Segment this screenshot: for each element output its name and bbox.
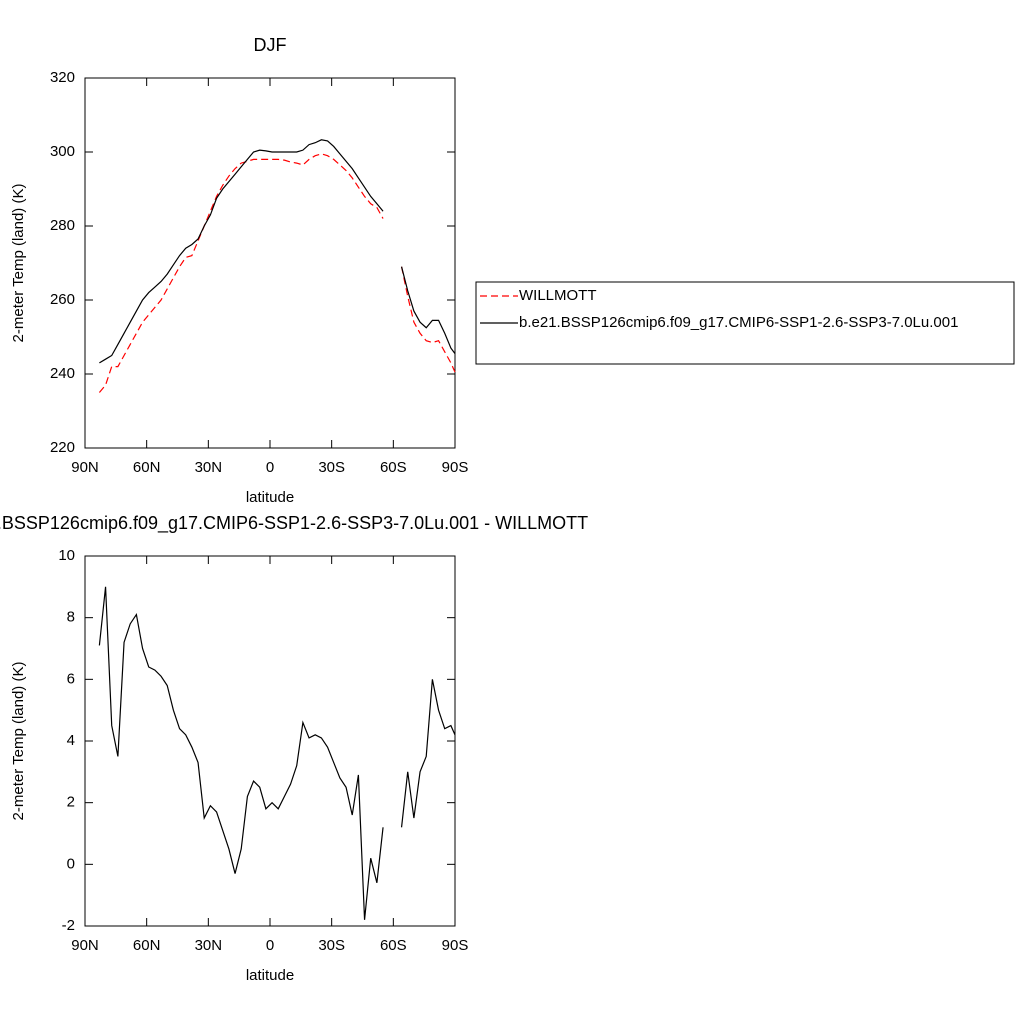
y-tick-label: 4 xyxy=(67,732,75,749)
y-tick-label: 320 xyxy=(50,69,75,86)
x-tick-label: 60N xyxy=(133,459,161,476)
y-tick-label: 8 xyxy=(67,609,75,626)
y-tick-label: 220 xyxy=(50,439,75,456)
y-tick-label: -2 xyxy=(62,917,75,934)
chart-title: DJF xyxy=(254,35,287,55)
x-axis-label: latitude xyxy=(246,489,294,506)
data-line xyxy=(99,139,456,364)
y-axis-label: 2-meter Temp (land) (K) xyxy=(10,662,27,821)
y-tick-label: 260 xyxy=(50,291,75,308)
y-tick-label: 240 xyxy=(50,365,75,382)
x-axis-label: latitude xyxy=(246,967,294,984)
x-tick-label: 30N xyxy=(195,459,223,476)
x-tick-label: 60S xyxy=(380,937,407,954)
data-line xyxy=(98,153,456,393)
y-axis-label: 2-meter Temp (land) (K) xyxy=(10,184,27,343)
y-tick-label: 300 xyxy=(50,143,75,160)
plot-frame xyxy=(84,77,456,449)
x-tick-label: 60S xyxy=(380,459,407,476)
x-tick-label: 0 xyxy=(266,937,274,954)
y-tick-label: 10 xyxy=(58,547,75,564)
legend-label: WILLMOTT xyxy=(519,287,597,304)
legend-label: b.e21.BSSP126cmip6.f09_g17.CMIP6-SSP1-2.… xyxy=(519,314,958,331)
x-tick-label: 30S xyxy=(318,937,345,954)
chart-title: b.e21.BSSP126cmip6.f09_g17.CMIP6-SSP1-2.… xyxy=(0,513,588,534)
data-line xyxy=(98,586,456,920)
y-tick-label: 6 xyxy=(67,670,75,687)
x-tick-label: 0 xyxy=(266,459,274,476)
legend-frame xyxy=(475,281,1015,365)
x-tick-label: 90S xyxy=(442,937,469,954)
x-tick-label: 30S xyxy=(318,459,345,476)
x-tick-label: 30N xyxy=(195,937,223,954)
y-tick-label: 0 xyxy=(67,855,75,872)
x-tick-label: 90N xyxy=(71,937,99,954)
y-tick-label: 2 xyxy=(67,794,75,811)
x-tick-label: 60N xyxy=(133,937,161,954)
y-tick-label: 280 xyxy=(50,217,75,234)
x-tick-label: 90S xyxy=(442,459,469,476)
x-tick-label: 90N xyxy=(71,459,99,476)
plot-frame xyxy=(84,555,456,927)
